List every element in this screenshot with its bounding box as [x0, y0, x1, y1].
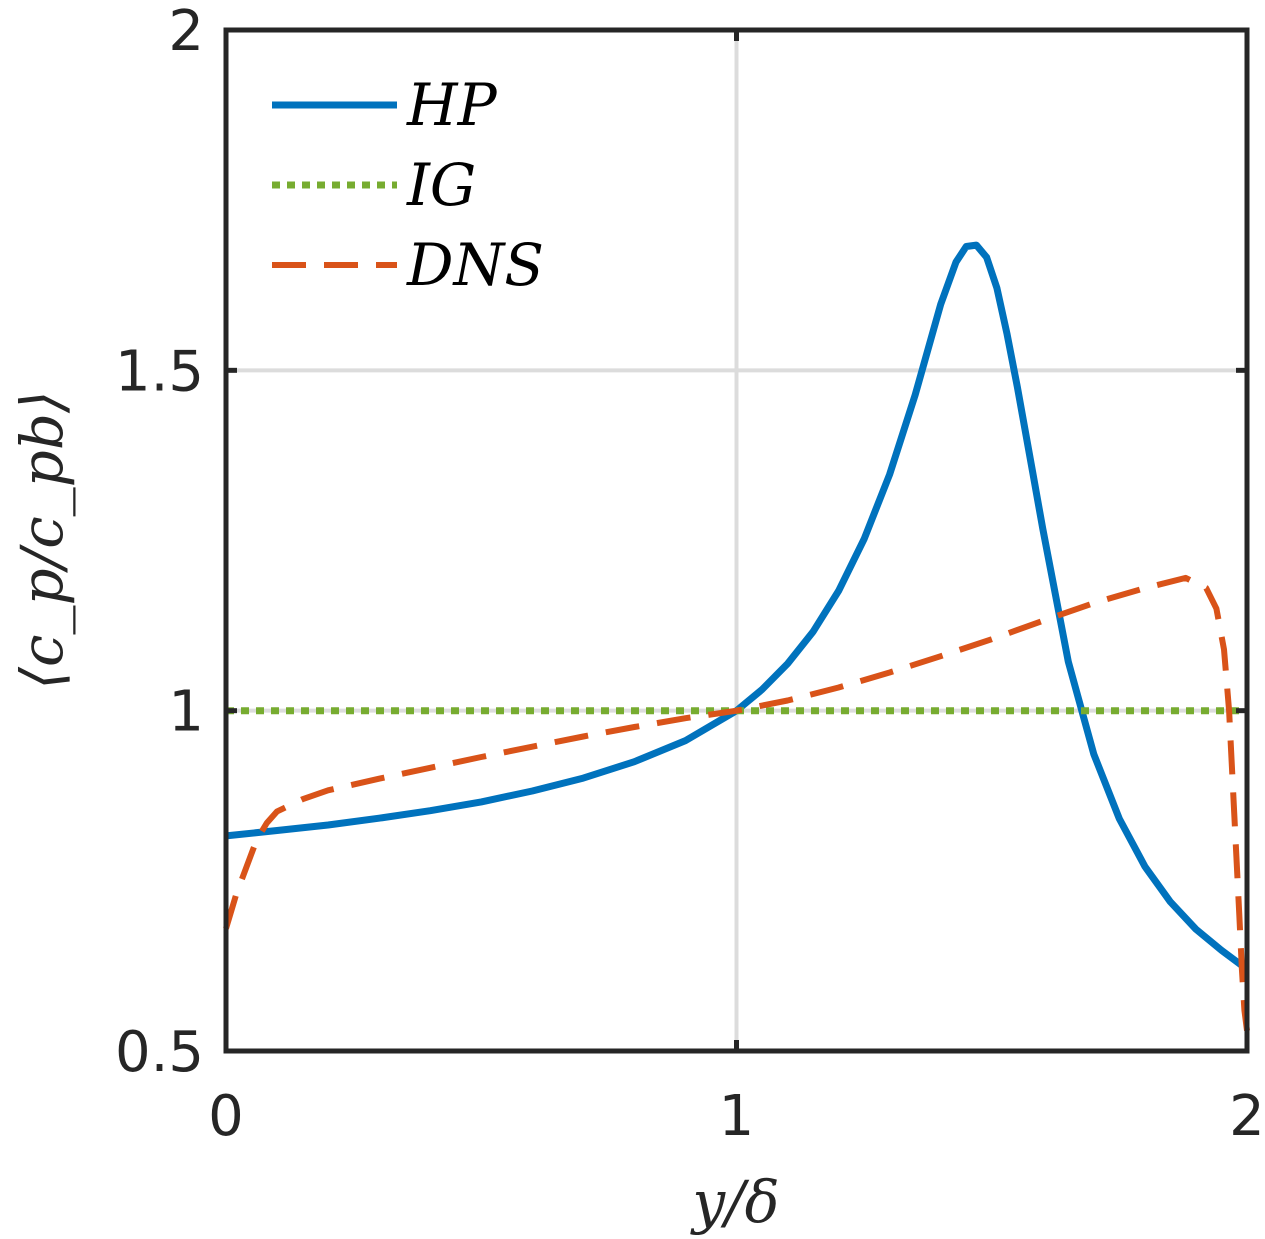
tick-marks — [223, 27, 1250, 1054]
x-tick-label: 0 — [208, 1084, 244, 1149]
legend-label-dns: DNS — [406, 231, 544, 299]
legend-label-ig: IG — [406, 151, 476, 219]
legend: HP IG DNS — [272, 71, 544, 299]
series-line-dns — [223, 574, 1250, 1031]
y-tick-label: 0.5 — [115, 1020, 204, 1085]
y-axis-label: ⟨c_p/c_pb⟩ — [8, 390, 76, 689]
x-tick-label: 1 — [719, 1084, 755, 1149]
y-tick-label: 1 — [168, 680, 204, 745]
series-line-hp — [225, 241, 1250, 973]
y-tick-label: 2 — [168, 0, 204, 64]
tick-labels: 0 1 2 0.5 1 1.5 2 — [115, 0, 1265, 1149]
x-tick-label: 2 — [1229, 1084, 1265, 1149]
x-axis-label: y/δ — [689, 1168, 779, 1236]
y-tick-label: 1.5 — [115, 339, 204, 404]
data-series — [223, 241, 1250, 1031]
legend-label-hp: HP — [406, 71, 498, 139]
